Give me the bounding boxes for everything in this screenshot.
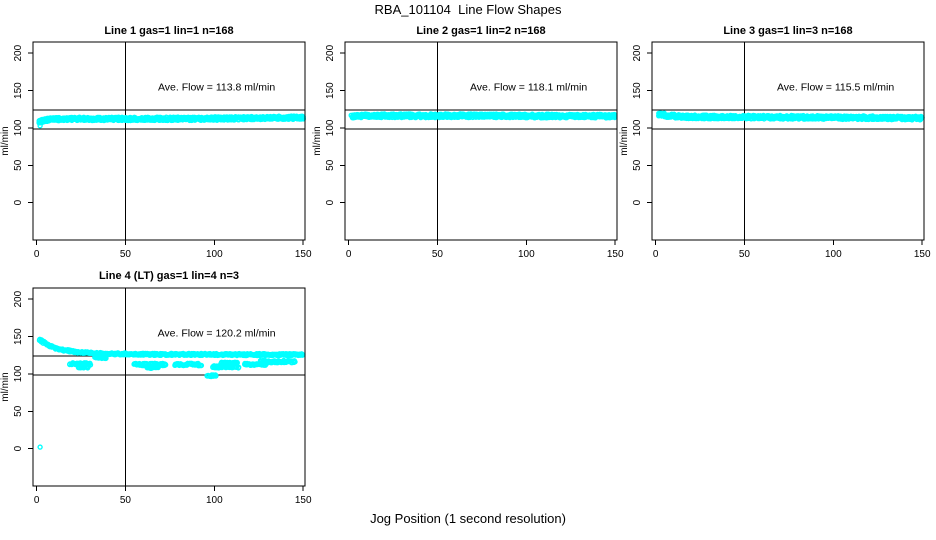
data-points	[36, 113, 306, 129]
y-axis: 0 50 100 150 200 ml/min	[312, 44, 345, 205]
ave-flow-annotation: Ave. Flow = 120.2 ml/min	[158, 328, 276, 340]
x-tick-label: 0	[34, 495, 40, 506]
x-tick-label: 50	[739, 249, 751, 260]
y-tick-label: 50	[325, 159, 336, 171]
subplot-title-line2: Line 2 gas=1 lin=2 n=168	[416, 25, 546, 37]
data-point	[103, 355, 109, 361]
data-point	[155, 364, 161, 371]
x-tick-label: 50	[120, 495, 132, 506]
data-point	[213, 373, 219, 379]
plot-border	[651, 41, 925, 241]
x-tick-label: 100	[518, 249, 535, 260]
ave-flow-annotation: Ave. Flow = 118.1 ml/min	[470, 82, 587, 94]
y-axis-title: ml/min	[312, 126, 323, 155]
y-tick-label: 0	[632, 199, 643, 205]
page-title: RBA_101104 Line Flow Shapes	[374, 2, 562, 17]
y-tick-label: 0	[13, 445, 24, 451]
x-tick-label: 50	[432, 249, 444, 260]
plot-line4: 0 50 100 150 200 ml/min 0 50 100 150 Ave. Flow = 1…	[0, 287, 312, 506]
y-tick-label: 50	[13, 159, 24, 171]
reference-lines	[345, 42, 617, 240]
y-axis: 0 50 100 150 200 ml/min	[619, 44, 652, 205]
x-axis: 0 50 100 150	[34, 486, 312, 506]
y-tick-label: 150	[13, 328, 24, 345]
y-tick-label: 50	[632, 159, 643, 171]
x-tick-label: 0	[653, 249, 659, 260]
data-point	[37, 444, 43, 450]
plot-line2: 0 50 100 150 200 ml/min 0 50 100 150 Ave. Flow = 1…	[312, 41, 624, 260]
ave-flow-annotation: Ave. Flow = 115.5 ml/min	[777, 82, 894, 94]
data-point	[162, 362, 169, 368]
x-tick-label: 100	[825, 249, 842, 260]
subplot-title-line4: Line 4 (LT) gas=1 lin=4 n=3	[98, 270, 240, 282]
x-tick-label: 150	[295, 495, 312, 506]
y-tick-label: 100	[13, 365, 24, 382]
plot-border	[32, 287, 306, 487]
x-axis: 0 50 100 150	[346, 240, 624, 260]
reference-lines	[652, 42, 924, 240]
x-tick-label: 0	[346, 249, 352, 260]
y-tick-label: 200	[632, 44, 643, 61]
y-tick-label: 200	[325, 44, 336, 61]
data-point	[37, 122, 43, 129]
y-tick-label: 150	[632, 82, 643, 99]
y-tick-label: 150	[13, 82, 24, 99]
subplot-title-line3: Line 3 gas=1 lin=3 n=168	[723, 25, 853, 37]
y-tick-label: 50	[13, 405, 24, 417]
x-axis-label: Jog Position (1 second resolution)	[370, 511, 566, 526]
y-axis-title: ml/min	[0, 126, 11, 155]
x-tick-label: 150	[607, 249, 624, 260]
data-points	[348, 111, 618, 121]
reference-lines	[33, 42, 305, 240]
subplot-title-line1: Line 1 gas=1 lin=1 n=168	[104, 25, 234, 37]
data-point	[291, 358, 298, 364]
plot-line3: 0 50 100 150 200 ml/min 0 50 100 150 Ave. Flow = 1…	[619, 41, 931, 260]
data-points	[656, 110, 925, 123]
y-tick-label: 100	[13, 119, 24, 136]
data-point	[918, 114, 924, 121]
y-tick-label: 100	[325, 119, 336, 136]
y-tick-label: 200	[13, 44, 24, 61]
x-tick-label: 150	[914, 249, 931, 260]
x-tick-label: 0	[34, 249, 40, 260]
ave-flow-annotation: Ave. Flow = 113.8 ml/min	[158, 82, 275, 94]
x-axis: 0 50 100 150	[653, 240, 931, 260]
x-tick-label: 100	[206, 495, 223, 506]
plot-border	[344, 41, 618, 241]
data-point	[84, 365, 91, 371]
data-point	[234, 360, 240, 366]
x-tick-label: 100	[206, 249, 223, 260]
y-axis-title: ml/min	[619, 126, 630, 155]
y-tick-label: 150	[325, 82, 336, 99]
y-axis: 0 50 100 150 200 ml/min	[0, 290, 33, 451]
plot-line1: 0 50 100 150 200 ml/min 0 50 100 150 Ave. Flow = 1…	[0, 41, 312, 260]
y-tick-label: 0	[325, 199, 336, 205]
x-tick-label: 50	[120, 249, 132, 260]
data-points	[36, 336, 306, 450]
y-tick-label: 200	[13, 290, 24, 307]
data-point	[198, 362, 205, 369]
data-point	[611, 113, 617, 119]
y-tick-label: 100	[632, 119, 643, 136]
x-tick-label: 150	[295, 249, 312, 260]
y-tick-label: 0	[13, 199, 24, 205]
y-axis-title: ml/min	[0, 372, 11, 401]
plot-border	[32, 41, 306, 241]
x-axis: 0 50 100 150	[34, 240, 312, 260]
y-axis: 0 50 100 150 200 ml/min	[0, 44, 33, 205]
reference-lines	[33, 288, 305, 486]
